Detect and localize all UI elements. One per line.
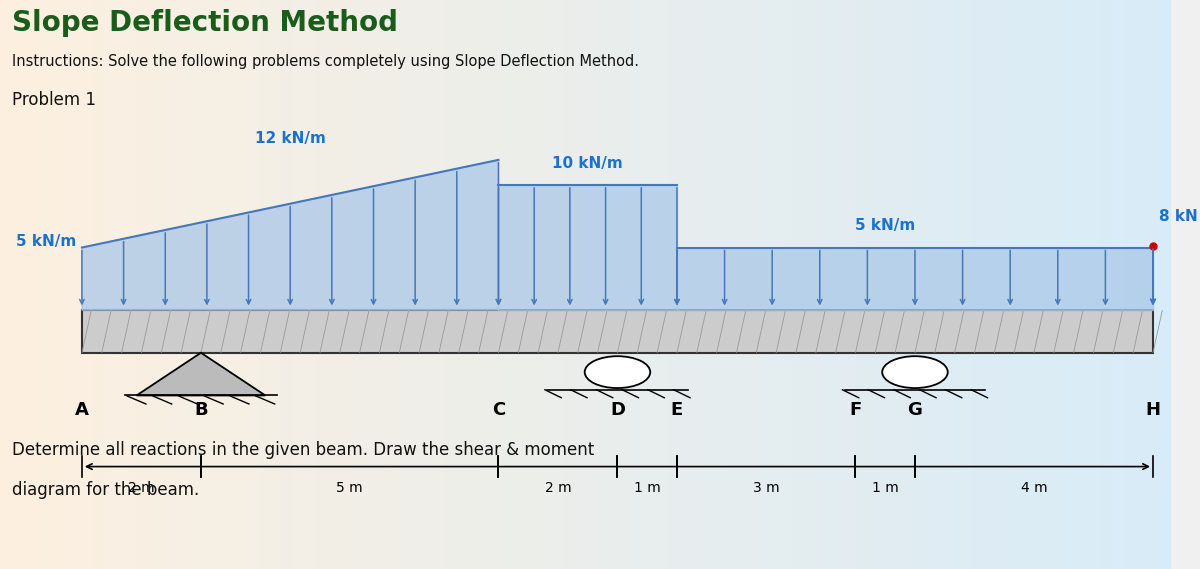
Text: 5 kN/m: 5 kN/m [16,234,76,249]
Text: 5 m: 5 m [336,481,364,495]
Text: 3 m: 3 m [752,481,780,495]
Text: G: G [907,401,923,419]
Text: Instructions: Solve the following problems completely using Slope Deflection Met: Instructions: Solve the following proble… [12,54,638,69]
Text: 10 kN/m: 10 kN/m [552,156,623,171]
Polygon shape [82,310,1153,353]
Text: 8 kN: 8 kN [1159,209,1198,224]
Text: Slope Deflection Method: Slope Deflection Method [12,9,397,36]
Text: 4 m: 4 m [1021,481,1048,495]
Text: Determine all reactions in the given beam. Draw the shear & moment: Determine all reactions in the given bea… [12,441,594,459]
Text: H: H [1146,401,1160,419]
Text: 1 m: 1 m [872,481,899,495]
Polygon shape [677,248,1153,310]
Text: diagram for the beam.: diagram for the beam. [12,481,199,499]
Polygon shape [498,185,677,310]
Text: 2 m: 2 m [545,481,571,495]
Text: 12 kN/m: 12 kN/m [254,131,325,146]
Polygon shape [82,160,498,310]
Text: 1 m: 1 m [634,481,660,495]
Text: C: C [492,401,505,419]
Text: Problem 1: Problem 1 [12,91,96,109]
Text: B: B [194,401,208,419]
Polygon shape [137,353,265,395]
Text: 2 m: 2 m [128,481,155,495]
Circle shape [882,356,948,388]
Text: E: E [671,401,683,419]
Text: A: A [76,401,89,419]
Text: D: D [610,401,625,419]
Text: F: F [850,401,862,419]
Circle shape [584,356,650,388]
Text: 5 kN/m: 5 kN/m [856,218,916,233]
